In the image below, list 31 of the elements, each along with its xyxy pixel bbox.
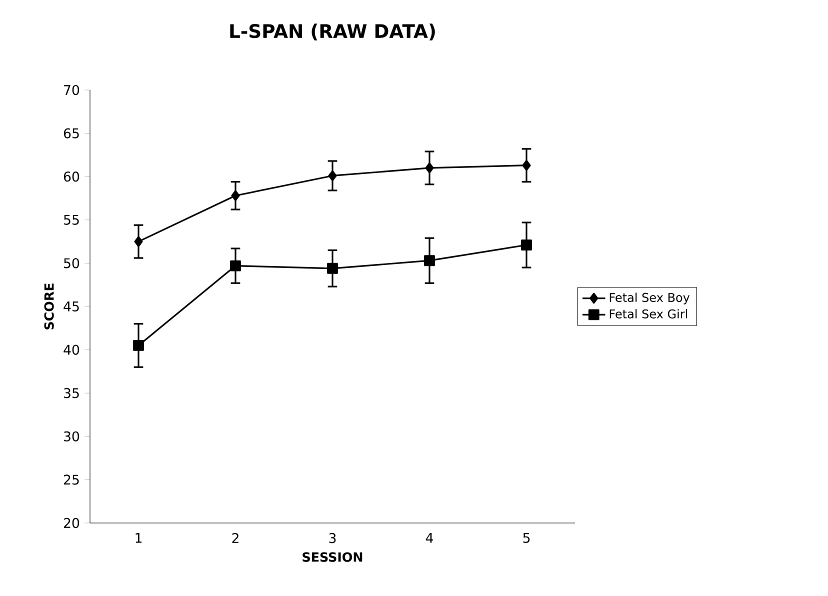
legend-label: Fetal Sex Girl <box>610 309 688 318</box>
point <box>424 255 435 266</box>
y-tick-label: 25 <box>64 474 79 485</box>
point <box>328 170 337 182</box>
point <box>327 262 338 274</box>
y-tick-label: 40 <box>64 344 80 355</box>
x-axis-title: SESSION <box>302 552 362 562</box>
point <box>231 190 240 202</box>
y-tick-label: 20 <box>64 518 80 528</box>
y-tick-label: 60 <box>64 172 80 182</box>
point <box>133 340 144 351</box>
point <box>425 162 434 174</box>
y-tick-label: 70 <box>64 84 80 96</box>
y-tick-label: 45 <box>64 302 79 312</box>
y-axis-title: SCORE <box>44 284 54 330</box>
point <box>521 240 532 250</box>
legend-label: Fetal Sex Boy <box>610 292 690 304</box>
point <box>134 236 143 248</box>
x-tick-label: 5 <box>523 533 530 543</box>
point <box>522 160 531 171</box>
x-tick-label: 3 <box>329 533 336 544</box>
point <box>230 260 241 272</box>
x-tick-label: 4 <box>426 533 433 543</box>
y-tick-label: 35 <box>64 388 79 398</box>
x-tick-label: 2 <box>232 533 238 543</box>
chart-title: L-SPAN (RAW DATA) <box>230 24 435 40</box>
x-tick-label: 1 <box>136 533 142 543</box>
y-tick-label: 55 <box>64 214 79 225</box>
y-tick-label: 50 <box>64 258 80 268</box>
y-tick-label: 65 <box>64 128 79 138</box>
y-tick-label: 30 <box>64 431 80 442</box>
